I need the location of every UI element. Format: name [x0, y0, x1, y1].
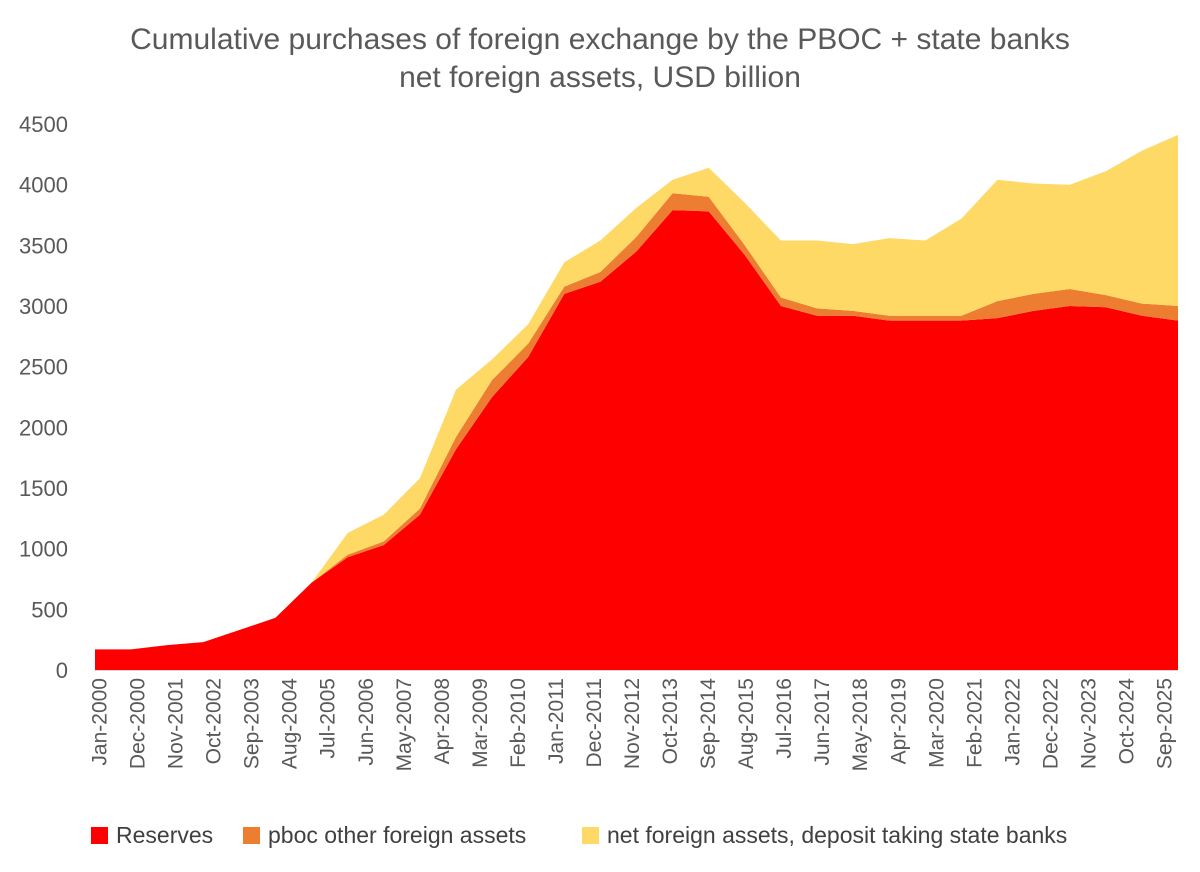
- x-tick-label: Jul-2016: [773, 678, 796, 759]
- x-tick-label: Jan-2022: [1001, 678, 1024, 766]
- x-tick-label: Aug-2004: [279, 678, 302, 769]
- legend-swatch-pboc-other: [243, 827, 260, 844]
- chart-title: Cumulative purchases of foreign exchange…: [130, 23, 1070, 56]
- x-tick-label: Nov-2001: [165, 678, 188, 769]
- x-tick-label: Dec-2011: [583, 678, 606, 768]
- x-tick-label: Sep-2014: [697, 678, 720, 769]
- area-state-banks-net-foreign-assets: [95, 134, 1178, 650]
- y-tick-label-4000: 4000: [19, 173, 68, 198]
- legend-item-pboc-other: pboc other foreign assets: [243, 822, 526, 849]
- legend: Reserves pboc other foreign assets net f…: [0, 822, 1200, 856]
- y-tick-label-2500: 2500: [19, 355, 68, 380]
- y-tick-label-3000: 3000: [19, 294, 68, 319]
- x-tick-label: Oct-2002: [203, 678, 226, 764]
- y-tick-label-2000: 2000: [19, 415, 68, 440]
- legend-label-reserves: Reserves: [116, 822, 214, 848]
- legend-item-reserves: Reserves: [91, 822, 213, 849]
- area-reserves: [95, 210, 1178, 670]
- x-tick-label: Jun-2006: [355, 678, 378, 766]
- x-tick-label: Aug-2015: [735, 678, 758, 769]
- y-tick-label-500: 500: [31, 597, 68, 622]
- y-tick-label-0: 0: [56, 658, 68, 683]
- x-tick-label: Feb-2021: [963, 678, 986, 768]
- chart-subtitle: net foreign assets, USD billion: [399, 61, 801, 94]
- legend-item-state-banks: net foreign assets, deposit taking state…: [582, 822, 1067, 849]
- legend-label-pboc-other: pboc other foreign assets: [268, 822, 527, 848]
- legend-swatch-reserves: [91, 827, 108, 844]
- legend-swatch-state-banks: [582, 827, 599, 844]
- x-tick-label: Sep-2003: [241, 678, 264, 769]
- x-tick-label: Dec-2000: [127, 678, 150, 769]
- x-tick-label: Jan-2000: [89, 678, 112, 766]
- x-tick-label: Oct-2013: [659, 678, 682, 764]
- y-tick-label-1000: 1000: [19, 537, 68, 562]
- x-tick-label: Nov-2023: [1077, 678, 1100, 769]
- x-tick-label: Mar-2009: [469, 678, 492, 768]
- x-tick-label: Mar-2020: [925, 678, 948, 768]
- x-tick-label: Apr-2008: [431, 678, 454, 764]
- x-tick-label: Nov-2012: [621, 678, 644, 769]
- y-tick-label-1500: 1500: [19, 476, 68, 501]
- x-tick-label: Feb-2010: [507, 678, 530, 768]
- y-tick-label-3500: 3500: [19, 233, 68, 258]
- y-tick-label-4500: 4500: [19, 112, 68, 137]
- x-tick-label: Dec-2022: [1039, 678, 1062, 769]
- x-tick-label: Jun-2017: [811, 678, 834, 766]
- x-tick-label: Jan-2011: [545, 678, 568, 764]
- x-tick-label: Oct-2024: [1116, 678, 1139, 765]
- x-tick-label: Jul-2005: [317, 678, 340, 759]
- x-tick-label: May-2007: [393, 678, 416, 771]
- x-tick-label: Apr-2019: [887, 678, 910, 764]
- legend-label-state-banks: net foreign assets, deposit taking state…: [607, 822, 1068, 848]
- x-tick-label: Sep-2025: [1154, 678, 1177, 769]
- x-tick-label: May-2018: [849, 678, 872, 771]
